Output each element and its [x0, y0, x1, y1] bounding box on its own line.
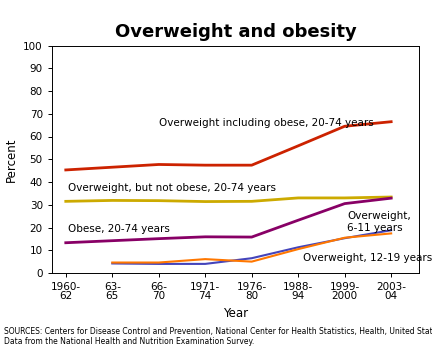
Text: Overweight,
6-11 years: Overweight, 6-11 years: [347, 211, 411, 233]
Text: Overweight, but not obese, 20-74 years: Overweight, but not obese, 20-74 years: [68, 183, 276, 193]
Y-axis label: Percent: Percent: [5, 137, 18, 182]
Text: Overweight, 12-19 years: Overweight, 12-19 years: [303, 253, 432, 263]
Text: Overweight including obese, 20-74 years: Overweight including obese, 20-74 years: [159, 118, 374, 128]
Text: Obese, 20-74 years: Obese, 20-74 years: [68, 224, 170, 234]
Title: Overweight and obesity: Overweight and obesity: [114, 23, 356, 41]
Text: SOURCES: Centers for Disease Control and Prevention, National Center for Health : SOURCES: Centers for Disease Control and…: [4, 327, 432, 346]
X-axis label: Year: Year: [223, 307, 248, 320]
